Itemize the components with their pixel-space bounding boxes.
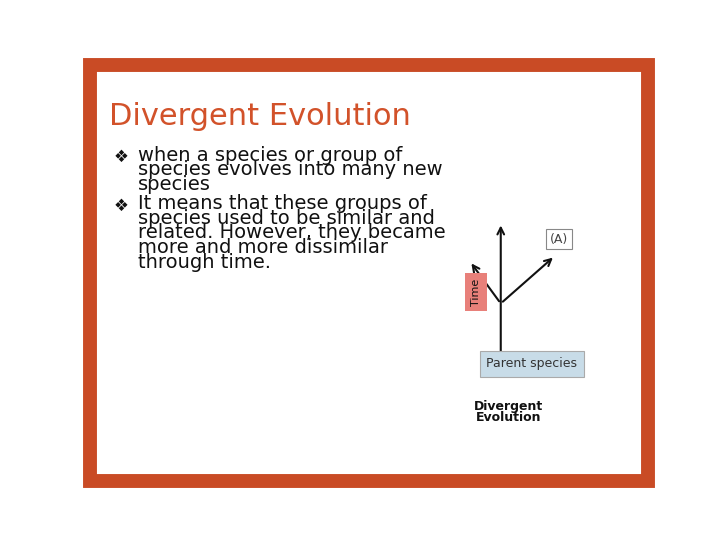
Text: species: species (138, 175, 211, 194)
Text: Time: Time (471, 278, 481, 306)
Text: Parent species: Parent species (486, 357, 577, 370)
Text: related. However, they became: related. However, they became (138, 224, 446, 242)
Text: It means that these groups of: It means that these groups of (138, 194, 427, 213)
Text: Divergent: Divergent (474, 400, 543, 413)
Text: species evolves into many new: species evolves into many new (138, 160, 443, 179)
Text: species used to be similar and: species used to be similar and (138, 209, 435, 228)
Text: more and more dissimilar: more and more dissimilar (138, 238, 388, 257)
Text: ❖: ❖ (113, 197, 128, 214)
Text: Evolution: Evolution (476, 410, 541, 423)
Text: (A): (A) (550, 233, 568, 246)
Text: ❖: ❖ (113, 148, 128, 166)
Text: Divergent Evolution: Divergent Evolution (109, 102, 411, 131)
Text: when a species or group of: when a species or group of (138, 146, 402, 165)
Text: through time.: through time. (138, 253, 271, 272)
